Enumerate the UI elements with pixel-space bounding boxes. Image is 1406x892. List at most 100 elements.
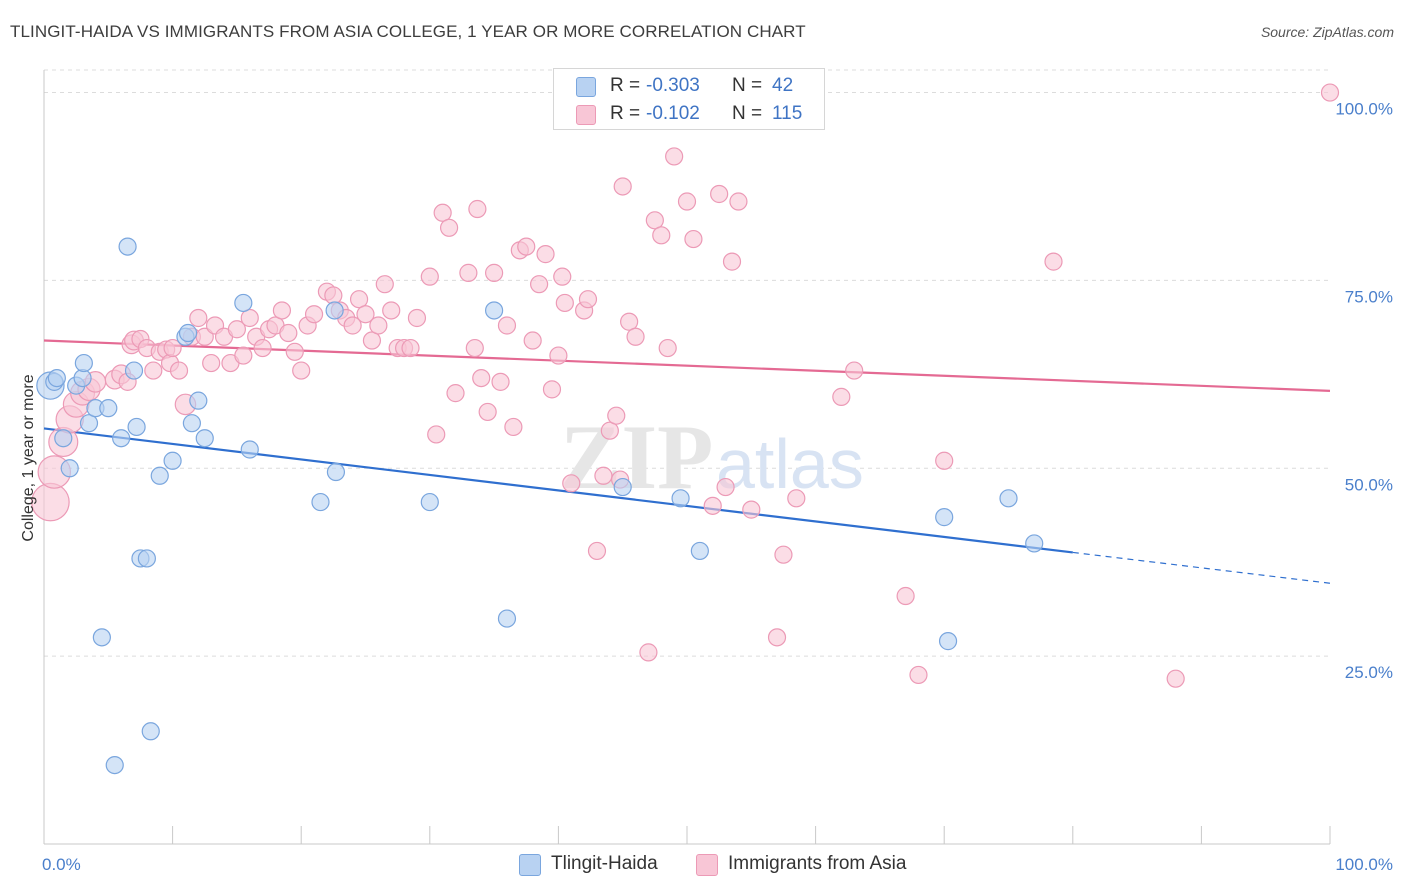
point-tlingit	[127, 417, 146, 437]
trend-line-tlingit	[43, 427, 1073, 554]
point-asia	[1320, 83, 1340, 102]
n-value: 42	[772, 75, 794, 96]
point-asia	[684, 229, 703, 249]
point-asia	[433, 203, 452, 222]
legend-label: Tlingit-Haida	[551, 853, 658, 874]
point-asia	[401, 338, 420, 358]
point-tlingit	[60, 459, 79, 478]
point-tlingit	[325, 301, 344, 320]
point-asia	[587, 541, 607, 561]
x-tick-labels: 0.0% 100.0%	[42, 855, 1393, 874]
point-asia	[369, 316, 388, 335]
stats-legend: R = -0.303 N = 42 R = -0.102 N = 115	[553, 68, 825, 130]
point-asia	[896, 586, 915, 606]
point-asia	[774, 545, 793, 564]
point-asia	[427, 425, 446, 444]
n-label: N =	[732, 75, 763, 96]
point-asia	[620, 312, 639, 331]
trend-line-extension-tlingit	[1072, 551, 1331, 584]
source-credit: Source: ZipAtlas.com	[1260, 24, 1394, 40]
point-asia	[562, 474, 581, 493]
point-tlingit	[182, 414, 201, 433]
y-tick-labels: 25.0% 50.0% 75.0% 100.0%	[1335, 100, 1393, 683]
point-tlingit	[935, 508, 954, 527]
x-tick-label: 100.0%	[1335, 855, 1393, 874]
n-label: N =	[732, 103, 763, 124]
point-asia	[658, 338, 677, 358]
point-asia	[549, 346, 568, 365]
point-tlingit	[234, 293, 253, 313]
point-asia	[832, 387, 851, 406]
point-asia	[472, 368, 491, 388]
point-asia	[382, 301, 401, 320]
point-tlingit	[74, 353, 93, 373]
point-asia	[144, 361, 163, 380]
point-asia	[343, 316, 362, 335]
point-asia	[304, 305, 324, 324]
point-tlingit	[189, 391, 208, 410]
point-tlingit	[326, 462, 346, 482]
legend-swatch-pink	[696, 854, 718, 876]
point-asia	[652, 226, 671, 245]
point-asia	[272, 301, 292, 320]
point-tlingit	[485, 301, 504, 320]
r-value: -0.303	[646, 75, 700, 96]
point-asia	[716, 477, 735, 497]
point-asia	[279, 323, 298, 343]
r-label: R =	[610, 75, 641, 96]
point-asia	[845, 361, 864, 380]
r-value: -0.102	[646, 103, 700, 124]
watermark: ZIP atlas	[560, 406, 864, 508]
point-tlingit	[105, 755, 124, 775]
series-legend: Tlingit-Haida Immigrants from Asia	[0, 852, 1406, 878]
point-asia	[710, 184, 729, 204]
point-asia	[446, 384, 465, 403]
point-asia	[639, 643, 658, 662]
point-asia	[1044, 252, 1063, 271]
point-asia	[626, 327, 645, 346]
y-tick-label: 50.0%	[1345, 475, 1393, 494]
point-asia	[240, 308, 259, 328]
point-asia	[555, 293, 574, 313]
stats-row-tlingit: R = -0.303 N = 42	[554, 73, 826, 99]
point-asia	[292, 361, 311, 380]
point-asia	[253, 338, 272, 358]
point-tlingit	[73, 368, 92, 388]
point-tlingit	[112, 429, 131, 448]
point-asia	[189, 308, 208, 328]
legend-swatch-blue	[519, 854, 541, 876]
point-tlingit	[141, 722, 160, 741]
point-asia	[459, 263, 478, 282]
point-asia	[729, 192, 748, 211]
point-asia	[504, 417, 523, 437]
point-asia	[491, 372, 510, 391]
y-tick-label: 100.0%	[1335, 100, 1393, 119]
point-tlingit	[195, 429, 214, 448]
point-asia	[439, 218, 459, 237]
point-tlingit	[47, 368, 66, 388]
y-axis-label: College, 1 year or more	[20, 374, 37, 541]
point-asia	[1166, 669, 1185, 688]
point-tlingit	[938, 632, 958, 651]
point-asia	[407, 308, 427, 328]
legend-label: Immigrants from Asia	[728, 853, 907, 874]
point-asia	[703, 496, 722, 515]
stats-row-asia: R = -0.102 N = 115	[554, 101, 826, 127]
point-asia	[767, 628, 787, 647]
point-asia	[523, 331, 542, 350]
point-asia	[553, 267, 572, 286]
point-tlingit	[497, 609, 517, 628]
point-asia	[420, 267, 439, 286]
point-asia	[234, 346, 253, 365]
point-asia	[536, 245, 555, 264]
point-tlingit	[137, 549, 156, 568]
point-asia	[169, 361, 189, 380]
watermark-atlas: atlas	[716, 425, 864, 503]
point-tlingit	[420, 492, 439, 512]
point-asia	[485, 263, 504, 282]
point-asia	[542, 380, 562, 399]
point-asia	[722, 252, 742, 271]
point-tlingit	[178, 323, 198, 343]
point-asia	[31, 482, 70, 522]
point-asia	[349, 290, 369, 309]
